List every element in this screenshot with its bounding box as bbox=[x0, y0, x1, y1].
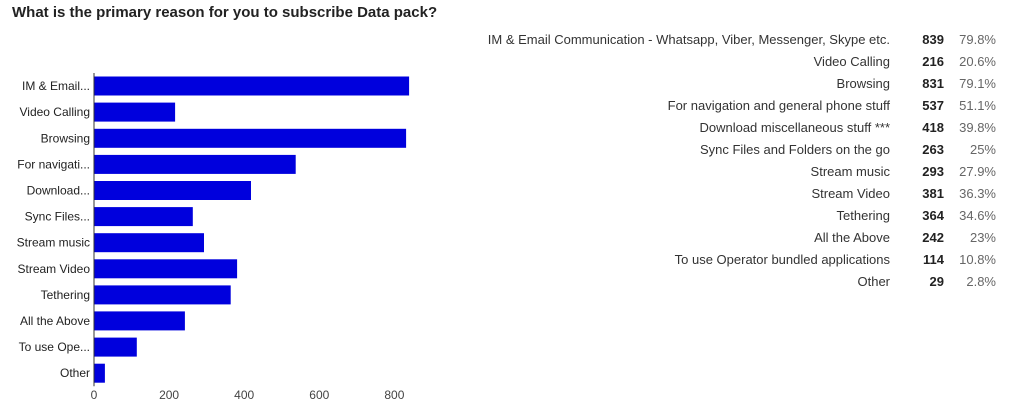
option-label: Download miscellaneous stuff *** bbox=[699, 119, 890, 135]
bar bbox=[94, 102, 176, 122]
x-tick-label: 0 bbox=[91, 388, 98, 402]
table-row: All the Above 242 23% bbox=[470, 226, 996, 248]
count-value: 381 bbox=[922, 185, 944, 201]
category-label: Sync Files... bbox=[25, 210, 90, 224]
category-label: Download... bbox=[27, 184, 90, 198]
bar bbox=[94, 363, 105, 383]
percent-value: 2.8% bbox=[966, 273, 996, 289]
count-value: 831 bbox=[922, 75, 944, 91]
bar bbox=[94, 285, 231, 305]
table-row: Tethering 364 34.6% bbox=[470, 204, 996, 226]
bar bbox=[94, 128, 407, 148]
category-label: Browsing bbox=[41, 131, 90, 145]
percent-value: 51.1% bbox=[959, 97, 996, 113]
count-value: 537 bbox=[922, 97, 944, 113]
x-tick-label: 200 bbox=[159, 388, 179, 402]
category-label: For navigati... bbox=[17, 157, 90, 171]
category-labels: IM & Email... Video Calling Browsing For na… bbox=[17, 79, 91, 380]
bar bbox=[94, 154, 296, 174]
summary-table: IM & Email Communication - Whatsapp, Vib… bbox=[470, 28, 996, 292]
option-label: All the Above bbox=[814, 229, 890, 245]
option-label: For navigation and general phone stuff bbox=[667, 97, 890, 113]
option-label: Stream music bbox=[810, 163, 890, 179]
option-label: Sync Files and Folders on the go bbox=[699, 141, 890, 157]
percent-value: 36.3% bbox=[959, 185, 996, 201]
category-label: To use Ope... bbox=[19, 340, 90, 354]
bar-chart: IM & Email... Video Calling Browsing For na… bbox=[17, 73, 410, 402]
table-row: For navigation and general phone stuff 53… bbox=[470, 94, 996, 116]
percent-value: 79.8% bbox=[959, 31, 996, 47]
table-row: Sync Files and Folders on the go 263 25% bbox=[470, 138, 996, 160]
count-value: 263 bbox=[922, 141, 944, 157]
table-row: Video Calling 216 20.6% bbox=[470, 50, 996, 72]
percent-value: 79.1% bbox=[959, 75, 996, 91]
count-value: 114 bbox=[923, 251, 944, 267]
percent-value: 20.6% bbox=[959, 53, 996, 69]
table-row: To use Operator bundled applications 114 1… bbox=[470, 248, 996, 270]
bar bbox=[94, 259, 238, 279]
option-label: Stream Video bbox=[811, 185, 890, 201]
question-title: What is the primary reason for you to su… bbox=[12, 4, 438, 21]
category-label: All the Above bbox=[20, 314, 90, 328]
category-label: Stream Video bbox=[18, 262, 91, 276]
x-tick-label: 800 bbox=[384, 388, 404, 402]
table-row: Download miscellaneous stuff *** 418 39.8% bbox=[470, 116, 996, 138]
option-label: Tethering bbox=[836, 207, 890, 223]
x-axis-ticks: 0 200 400 600 800 bbox=[91, 388, 405, 402]
category-label: Other bbox=[60, 366, 90, 380]
count-value: 839 bbox=[922, 31, 944, 47]
count-value: 216 bbox=[922, 53, 944, 69]
bar bbox=[94, 233, 204, 253]
table-row: Stream music 293 27.9% bbox=[470, 160, 996, 182]
percent-value: 25% bbox=[969, 141, 996, 157]
count-value: 364 bbox=[922, 207, 944, 223]
count-value: 418 bbox=[922, 119, 944, 135]
x-tick-label: 400 bbox=[234, 388, 254, 402]
percent-value: 10.8% bbox=[959, 251, 996, 267]
bars-group bbox=[94, 76, 410, 383]
bar bbox=[94, 337, 137, 357]
bar bbox=[94, 207, 193, 227]
category-label: Video Calling bbox=[20, 105, 91, 119]
percent-value: 27.9% bbox=[959, 163, 996, 179]
percent-value: 34.6% bbox=[959, 207, 996, 223]
option-label: To use Operator bundled applications bbox=[674, 251, 890, 267]
category-label: Tethering bbox=[41, 288, 90, 302]
category-label: Stream music bbox=[17, 236, 90, 250]
option-label: Browsing bbox=[836, 75, 890, 91]
category-label: IM & Email... bbox=[22, 79, 90, 93]
option-label: Video Calling bbox=[813, 53, 890, 69]
x-tick-label: 600 bbox=[309, 388, 329, 402]
table-row: Browsing 831 79.1% bbox=[470, 72, 996, 94]
bar bbox=[94, 181, 251, 200]
table-row: Stream Video 381 36.3% bbox=[470, 182, 996, 204]
option-label: Other bbox=[857, 273, 890, 289]
table-row: IM & Email Communication - Whatsapp, Vib… bbox=[470, 28, 996, 50]
option-label: IM & Email Communication - Whatsapp, Vib… bbox=[487, 31, 890, 47]
bar bbox=[94, 76, 410, 96]
bar bbox=[94, 311, 185, 331]
table-row: Other 29 2.8% bbox=[470, 270, 996, 292]
percent-value: 23% bbox=[969, 229, 996, 245]
percent-value: 39.8% bbox=[959, 119, 996, 135]
count-value: 29 bbox=[929, 273, 944, 289]
count-value: 293 bbox=[922, 163, 944, 179]
count-value: 242 bbox=[922, 229, 944, 245]
